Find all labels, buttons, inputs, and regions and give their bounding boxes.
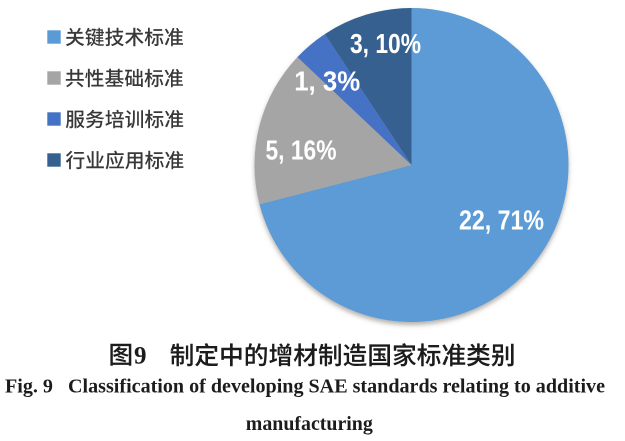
svg-text:9: 9: [134, 343, 147, 370]
svg-text:22, 71%: 22, 71%: [459, 205, 544, 236]
svg-text:manufacturing: manufacturing: [246, 414, 373, 435]
svg-text:1, 3%: 1, 3%: [294, 66, 360, 97]
svg-text:3, 10%: 3, 10%: [350, 28, 421, 59]
svg-text:5, 16%: 5, 16%: [266, 134, 337, 165]
svg-text:Fig. 9 Classification of dev: Fig. 9 Classification of developing SAE …: [5, 377, 605, 398]
